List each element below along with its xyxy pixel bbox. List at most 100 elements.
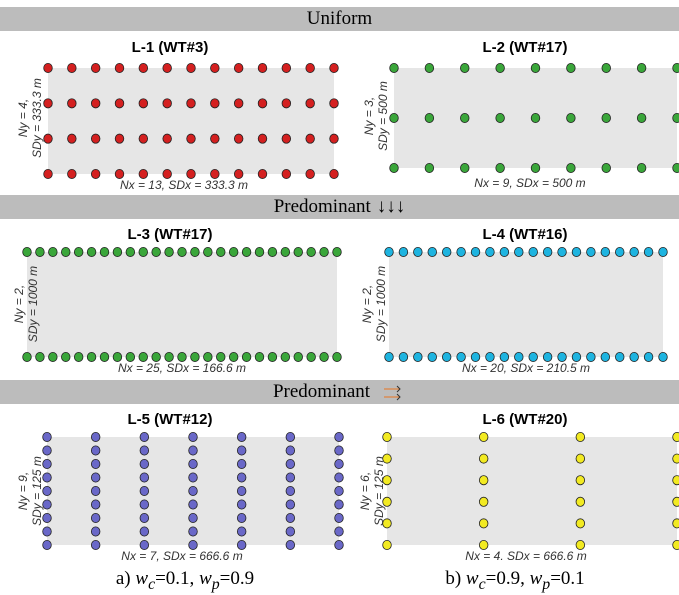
turbine-marker bbox=[382, 518, 392, 529]
turbine-marker bbox=[67, 169, 77, 180]
turbine-marker bbox=[334, 513, 344, 524]
turbine-marker bbox=[188, 526, 198, 537]
turbine-marker bbox=[636, 63, 647, 73]
turbine-marker bbox=[90, 526, 101, 537]
xlabel-l4: Nx = 20, SDx = 210.5 m bbox=[461, 361, 591, 375]
turbine-marker bbox=[478, 518, 489, 529]
turbine-marker bbox=[332, 247, 342, 257]
xlabel-l3: Nx = 25, SDx = 166.6 m bbox=[117, 361, 247, 375]
turbine-marker bbox=[636, 163, 647, 174]
caption-a-sub-c: c bbox=[148, 575, 156, 593]
turbine-marker bbox=[672, 518, 679, 529]
turbine-marker bbox=[186, 133, 196, 144]
turbine-marker bbox=[125, 247, 136, 257]
turbine-marker bbox=[67, 133, 77, 144]
turbine-marker bbox=[138, 63, 149, 73]
turbine-marker bbox=[139, 499, 150, 510]
turbine-marker bbox=[139, 445, 150, 456]
turbine-marker bbox=[398, 247, 409, 257]
ylabel-l5-count: Ny = 9, bbox=[16, 471, 30, 511]
turbine-marker bbox=[162, 98, 172, 109]
turbine-marker bbox=[424, 163, 435, 174]
turbine-marker bbox=[35, 247, 45, 257]
ylabel-l2-count: Ny = 3, bbox=[362, 96, 376, 136]
turbine-marker bbox=[280, 247, 291, 257]
turbine-marker bbox=[319, 352, 329, 363]
turbine-marker bbox=[329, 98, 339, 109]
turbine-marker bbox=[382, 496, 392, 507]
layout-panel-l1 bbox=[43, 63, 339, 180]
turbine-marker bbox=[114, 63, 125, 73]
layout-title-l1: L-1 (WT#3) bbox=[131, 39, 209, 56]
turbine-marker bbox=[672, 540, 679, 550]
turbine-marker bbox=[566, 163, 576, 174]
turbine-marker bbox=[305, 63, 315, 73]
band-predominant-east: Predominant bbox=[0, 380, 679, 404]
turbine-marker bbox=[495, 163, 505, 174]
turbine-marker bbox=[285, 472, 296, 483]
turbine-marker bbox=[164, 247, 174, 257]
band-predominant-east-label: Predominant bbox=[272, 381, 371, 402]
turbine-marker bbox=[413, 352, 423, 363]
turbine-marker bbox=[48, 352, 58, 363]
turbine-marker bbox=[267, 352, 278, 363]
xlabel-l5: Nx = 7, SDx = 666.6 m bbox=[121, 549, 243, 563]
turbine-marker bbox=[90, 540, 101, 551]
turbine-marker bbox=[382, 475, 392, 486]
turbine-marker bbox=[139, 486, 150, 497]
turbine-marker bbox=[90, 486, 101, 497]
turbine-marker bbox=[285, 458, 296, 469]
turbine-marker bbox=[285, 526, 296, 537]
turbine-marker bbox=[332, 352, 342, 363]
turbine-marker bbox=[427, 247, 437, 257]
turbine-marker bbox=[233, 133, 244, 144]
turbine-marker bbox=[281, 98, 292, 109]
ylabel-l6-count: Ny = 6, bbox=[358, 471, 372, 511]
turbine-marker bbox=[643, 247, 654, 257]
turbine-marker bbox=[334, 472, 344, 483]
turbine-marker bbox=[48, 247, 58, 257]
turbine-marker bbox=[43, 133, 53, 144]
turbine-marker bbox=[281, 169, 292, 180]
turbine-marker bbox=[35, 352, 45, 363]
turbine-marker bbox=[43, 169, 53, 180]
turbine-marker bbox=[528, 247, 538, 257]
turbine-marker bbox=[186, 98, 196, 109]
ylabel-l1-count: Ny = 4, bbox=[16, 98, 30, 138]
turbine-marker bbox=[319, 247, 329, 257]
turbine-marker bbox=[190, 352, 200, 363]
turbine-marker bbox=[384, 352, 394, 363]
turbine-marker bbox=[90, 513, 101, 524]
caption-a: a) wc=0.1, wp=0.9 bbox=[20, 568, 350, 594]
turbine-marker bbox=[293, 247, 303, 257]
turbine-marker bbox=[114, 98, 125, 109]
turbine-marker bbox=[90, 98, 101, 109]
wind-farm-field bbox=[27, 252, 337, 357]
wind-farm-field bbox=[387, 437, 677, 545]
turbine-marker bbox=[389, 63, 399, 73]
turbine-marker bbox=[73, 247, 84, 257]
turbine-marker bbox=[334, 458, 344, 469]
turbine-marker bbox=[615, 352, 625, 363]
turbine-marker bbox=[257, 133, 268, 144]
xlabel-l6: Nx = 4. SDx = 666.6 m bbox=[465, 549, 587, 563]
turbine-marker bbox=[672, 475, 679, 486]
turbine-marker bbox=[188, 540, 198, 551]
turbine-marker bbox=[586, 247, 596, 257]
caption-a-w1: w bbox=[135, 568, 149, 589]
turbine-marker bbox=[571, 247, 582, 257]
turbine-marker bbox=[210, 169, 220, 180]
turbine-marker bbox=[514, 352, 524, 363]
layout-panel-l3 bbox=[22, 247, 342, 363]
ylabel-l2-spacing: SDy = 500 m bbox=[376, 81, 390, 151]
turbine-marker bbox=[42, 499, 52, 510]
turbine-marker bbox=[334, 445, 344, 456]
layout-panel-l5 bbox=[42, 432, 344, 551]
turbine-marker bbox=[305, 169, 315, 180]
turbine-marker bbox=[528, 352, 538, 363]
turbine-marker bbox=[530, 113, 541, 124]
turbine-marker bbox=[424, 63, 435, 73]
ylabel-l1: Ny = 4, SDy = 333.3 m bbox=[16, 58, 44, 178]
turbine-marker bbox=[285, 499, 296, 510]
turbine-marker bbox=[672, 163, 679, 173]
